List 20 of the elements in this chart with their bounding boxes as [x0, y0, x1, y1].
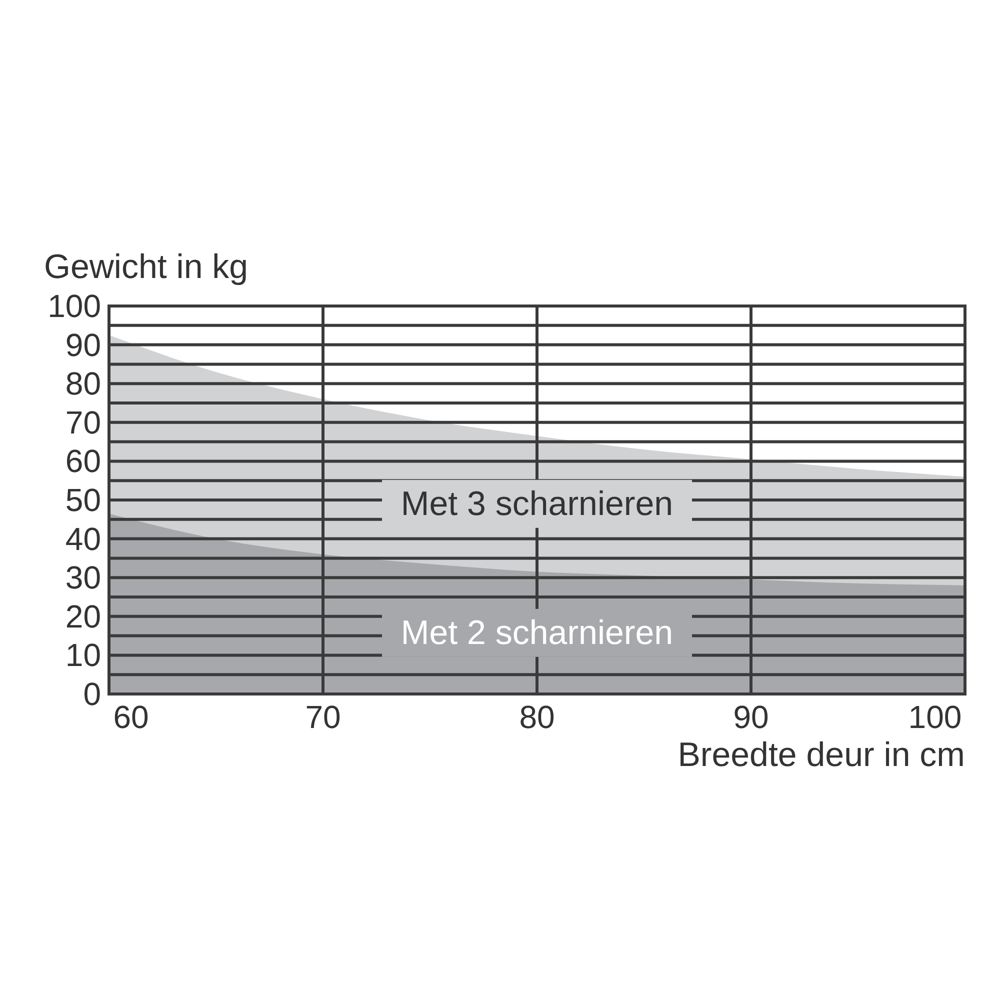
y-tick-label: 40: [65, 520, 101, 557]
x-axis-title: Breedte deur in cm: [678, 736, 965, 774]
x-tick-label: 70: [305, 699, 341, 735]
y-tick-label: 80: [65, 366, 101, 402]
x-tick-label: 90: [733, 699, 769, 735]
x-tick-label: 60: [113, 699, 149, 735]
series-label: Met 2 scharnieren: [400, 614, 674, 652]
y-tick-label: 90: [65, 326, 101, 363]
x-tick-label: 100: [908, 699, 962, 735]
y-tick-label: 20: [65, 598, 101, 634]
y-tick-label: 100: [48, 288, 101, 324]
y-tick-label: 60: [65, 443, 101, 480]
x-tick-label: 80: [519, 699, 555, 735]
y-tick-label: 50: [65, 482, 101, 518]
y-tick-label: 0: [83, 676, 101, 712]
y-tick-label: 30: [65, 560, 101, 596]
series-label: Met 3 scharnieren: [400, 484, 674, 523]
y-tick-label: 70: [65, 404, 101, 440]
y-tick-label: 10: [65, 637, 101, 674]
y-axis-title: Gewicht in kg: [44, 248, 248, 286]
